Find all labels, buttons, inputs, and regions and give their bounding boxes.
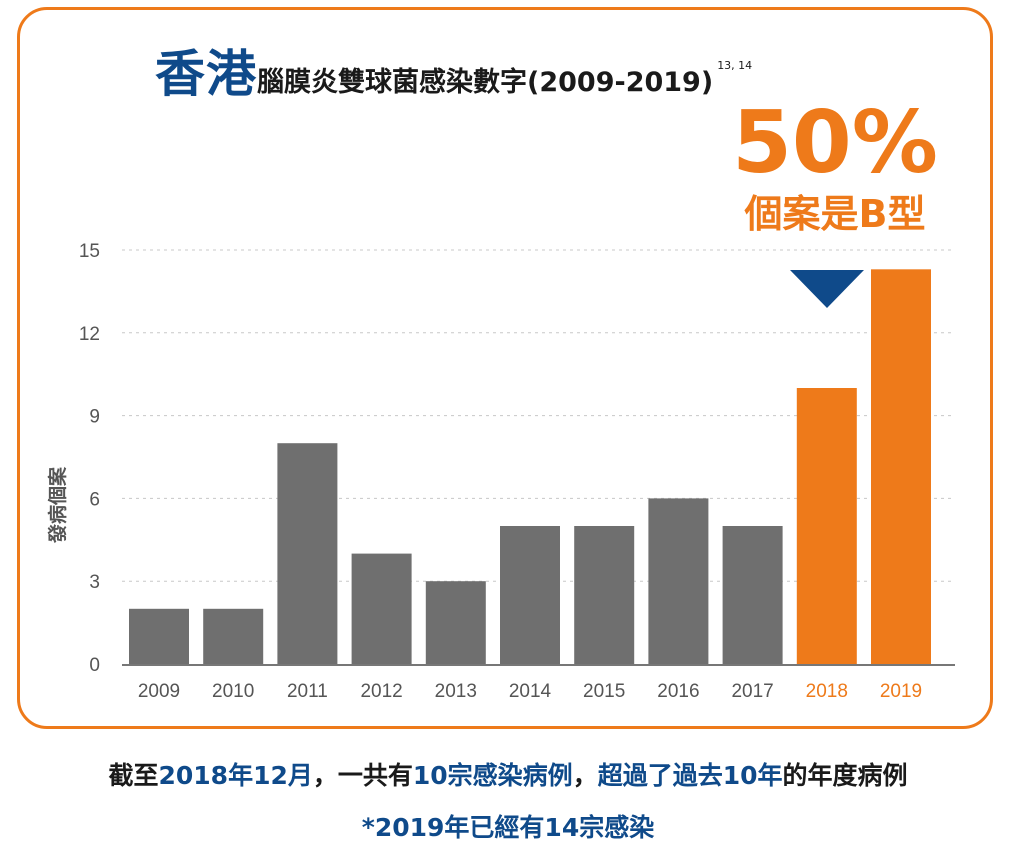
y-tick-label: 12: [79, 324, 100, 345]
x-axis-ticks: 2009 2010 2011 2012 2013 2014 2015 2016 2017 2018…: [138, 681, 922, 702]
footer-line-2: *2019年已經有14宗感染: [361, 813, 655, 842]
x-tick-label: 2009: [138, 681, 180, 702]
bar-2018: [796, 388, 857, 664]
bar-2017: [722, 526, 783, 664]
x-tick-label: 2014: [509, 681, 552, 702]
y-tick-label: 6: [89, 489, 100, 510]
footer-segment: ，一共有: [312, 761, 413, 790]
title-main: 香港: [155, 45, 257, 103]
x-tick-label: 2011: [287, 681, 328, 702]
footer-segment: 的年度病例: [782, 761, 908, 790]
x-tick-label: 2012: [360, 681, 402, 702]
bar-chart: 0 3 6 9 12 15 2009 2010 2011 2012 2013 2014 2015 201…: [46, 241, 955, 702]
bar-2010: [203, 608, 264, 664]
title-sub: 腦膜炎雙球菌感染數字(2009-2019): [257, 67, 714, 98]
x-tick-label: 2015: [583, 681, 625, 702]
footer-segment: ，: [572, 761, 598, 790]
x-tick-label: 2019: [880, 681, 922, 702]
footer-segment: 截至: [108, 761, 159, 790]
down-arrow-icon: [790, 270, 864, 308]
chart-title: 香港腦膜炎雙球菌感染數字(2009-2019)13, 14: [155, 34, 752, 106]
bar-2015: [574, 526, 635, 664]
bar-2013: [425, 581, 486, 664]
bar-2019: [871, 269, 931, 664]
footer-segment: 10宗感染病例: [412, 761, 573, 790]
y-tick-label: 0: [89, 655, 100, 676]
footer-segment: 2018年12月: [158, 761, 313, 790]
x-tick-label: 2016: [657, 681, 699, 702]
bars: [129, 269, 931, 664]
y-tick-label: 9: [89, 407, 100, 428]
x-tick-label: 2017: [731, 681, 773, 702]
x-tick-label: 2018: [806, 681, 848, 702]
bar-2014: [500, 526, 560, 664]
title-citation: 13, 14: [717, 59, 753, 72]
bar-2009: [129, 608, 189, 664]
callout-text: 個案是B型: [744, 192, 926, 236]
x-tick-label: 2010: [212, 681, 254, 702]
footer-segment: 超過了過去10年: [597, 761, 783, 790]
y-axis-ticks: 0 3 6 9 12 15: [79, 241, 100, 676]
y-tick-label: 15: [79, 241, 100, 262]
bar-2011: [277, 443, 338, 664]
y-tick-label: 3: [89, 572, 100, 593]
footer-line-1: 截至2018年12月，一共有10宗感染病例，超過了過去10年的年度病例: [0, 756, 1016, 792]
callout-percent: 50%: [732, 93, 938, 193]
x-tick-label: 2013: [435, 681, 477, 702]
bar-2012: [351, 553, 412, 664]
y-axis-label: 發病個案: [46, 466, 69, 544]
bar-2016: [648, 498, 709, 664]
